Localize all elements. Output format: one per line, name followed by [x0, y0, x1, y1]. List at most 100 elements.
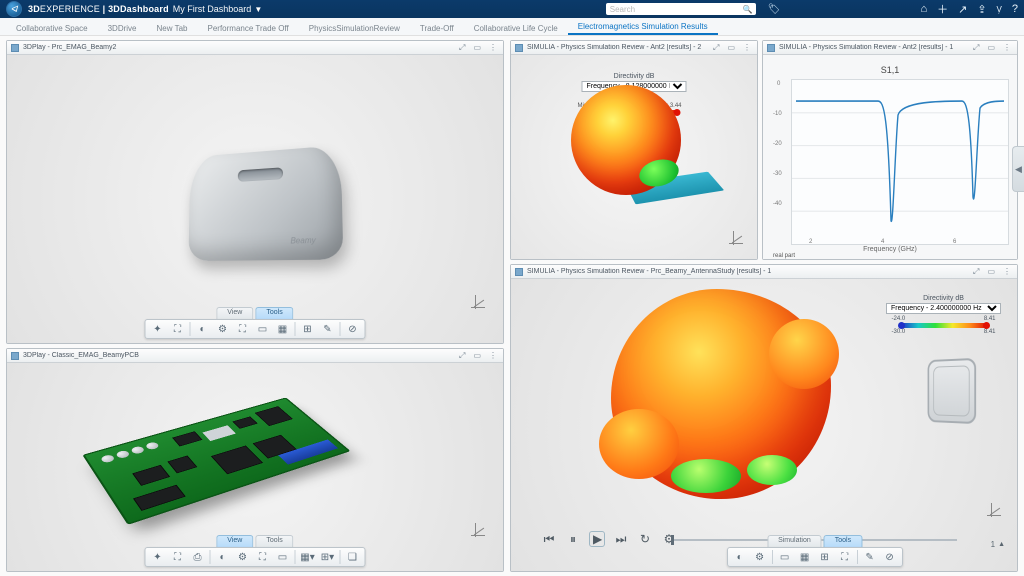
play-icon[interactable]: ▶ — [589, 531, 605, 547]
tool-btn[interactable]: ◐ — [195, 321, 211, 337]
minitab-tools[interactable]: Tools — [255, 535, 293, 547]
tool-btn[interactable]: ❏ — [345, 549, 361, 565]
plot-area[interactable]: S1,1 S-Parameters (dB) 0 -10 -20 -30 -40… — [763, 55, 1017, 259]
skip-fwd-icon[interactable]: ⏭ — [613, 532, 629, 547]
panel-title: 3DPlay - Classic_EMAG_BeamyPCB — [23, 352, 453, 359]
tab-emag-results[interactable]: Electromagnetics Simulation Results — [568, 19, 718, 35]
tag-icon[interactable]: 🏷 — [768, 4, 781, 15]
expand-icon[interactable]: ⤢ — [457, 351, 467, 361]
tool-btn[interactable]: ⛶ — [235, 321, 251, 337]
expand-icon[interactable]: ⤢ — [971, 43, 981, 53]
tool-btn[interactable]: ✎ — [862, 549, 878, 565]
menu-icon[interactable]: ⋮ — [1001, 43, 1013, 52]
panel-header: SIMULIA - Physics Simulation Review - An… — [511, 41, 757, 55]
viewport-3d[interactable]: Beamy View Tools ✦ ⛶ ◐ ⚙ ⛶ ▭ ▦ ⊞ ✎ — [7, 55, 503, 343]
menu-icon[interactable]: ⋮ — [487, 351, 499, 360]
tool-btn[interactable]: ⊞▾ — [320, 549, 336, 565]
tool-btn[interactable]: ⊘ — [345, 321, 361, 337]
result-header: Directivity dB Frequency - 2.400000000 H… — [886, 295, 1001, 335]
panel-header: SIMULIA - Physics Simulation Review - Pr… — [511, 265, 1017, 279]
tab-physics-review[interactable]: PhysicsSimulationReview — [299, 21, 410, 35]
tool-btn[interactable]: ▭ — [255, 321, 271, 337]
share-icon[interactable]: ↗ — [958, 3, 967, 16]
tab-collab-space[interactable]: Collaborative Space — [6, 21, 98, 35]
tool-btn[interactable]: ⎙ — [190, 549, 206, 565]
device-model: Beamy — [182, 150, 342, 270]
tab-new[interactable]: New Tab — [147, 21, 198, 35]
search-input[interactable]: Search 🔍 — [606, 3, 756, 15]
viewport-3d[interactable]: View Tools ✦ ⛶ ⎙ ◐ ⚙ ⛶ ▭ ▦▾ ⊞▾ ❏ — [7, 363, 503, 571]
tool-btn[interactable]: ⛶ — [170, 321, 186, 337]
pcb-model — [82, 397, 350, 524]
menu-icon[interactable]: ⋮ — [1001, 267, 1013, 276]
frame-up-icon[interactable]: ▲ — [998, 541, 1005, 548]
mini-tabs: View Tools — [215, 535, 294, 547]
panel-title: SIMULIA - Physics Simulation Review - Pr… — [527, 268, 967, 275]
help-icon[interactable]: ? — [1012, 3, 1018, 15]
minitab-view[interactable]: View — [216, 535, 253, 547]
expand-icon[interactable]: ⤢ — [971, 267, 981, 277]
tool-btn[interactable]: ⚙ — [752, 549, 768, 565]
tool-btn[interactable]: ⊘ — [882, 549, 898, 565]
tool-btn[interactable]: ✦ — [150, 321, 166, 337]
pause-icon[interactable]: ⏸ — [565, 532, 581, 547]
panel-header: 3DPlay - Classic_EMAG_BeamyPCB ⤢ ▭ ⋮ — [7, 349, 503, 363]
tool-btn[interactable]: ▦▾ — [300, 549, 316, 565]
axis-triad-icon[interactable] — [985, 501, 1005, 521]
tool-btn[interactable]: ✎ — [320, 321, 336, 337]
panel-toolbar: ✦ ⛶ ⎙ ◐ ⚙ ⛶ ▭ ▦▾ ⊞▾ ❏ — [145, 547, 366, 567]
vr-icon[interactable]: V᷊ — [997, 5, 1002, 14]
maximize-icon[interactable]: ▭ — [471, 43, 483, 52]
maximize-icon[interactable]: ▭ — [985, 267, 997, 276]
chevron-down-icon[interactable]: ▼ — [254, 5, 262, 14]
maximize-icon[interactable]: ▭ — [725, 43, 737, 52]
dashboard-tabs: Collaborative Space 3DDrive New Tab Perf… — [0, 18, 1024, 36]
tab-collab-lifecycle[interactable]: Collaborative Life Cycle — [464, 21, 568, 35]
skip-back-icon[interactable]: ⏮ — [541, 532, 557, 547]
tool-btn[interactable]: ▦ — [797, 549, 813, 565]
minitab-simulation[interactable]: Simulation — [767, 535, 822, 547]
tool-btn[interactable]: ⛶ — [170, 549, 186, 565]
compass-icon[interactable]: ᐊ — [6, 1, 22, 17]
tool-btn[interactable]: ◐ — [215, 549, 231, 565]
add-icon[interactable]: ＋ — [937, 1, 948, 17]
minitab-tools[interactable]: Tools — [255, 307, 293, 319]
panel-toolbar: ✦ ⛶ ◐ ⚙ ⛶ ▭ ▦ ⊞ ✎ ⊘ — [145, 319, 366, 339]
minitab-view[interactable]: View — [216, 307, 253, 319]
tool-btn[interactable]: ⛶ — [255, 549, 271, 565]
tool-btn[interactable]: ✦ — [150, 549, 166, 565]
tool-btn[interactable]: ▭ — [275, 549, 291, 565]
viewport-3d[interactable]: Directivity dB Frequency - 2.400000000 H… — [511, 279, 1017, 571]
viewport-3d[interactable]: Directivity dB Frequency - 8.128000000 H… — [511, 55, 757, 259]
axis-triad-icon[interactable] — [469, 293, 489, 313]
menu-icon[interactable]: ⋮ — [487, 43, 499, 52]
home-icon[interactable]: ⌂ — [920, 3, 927, 15]
app-icon — [767, 44, 775, 52]
tab-tradeoff[interactable]: Trade-Off — [410, 21, 464, 35]
axis-triad-icon[interactable] — [727, 229, 747, 249]
dashboard-name[interactable]: My First Dashboard — [173, 4, 252, 14]
tool-btn[interactable]: ⚙ — [215, 321, 231, 337]
tab-perf-tradeoff[interactable]: Performance Trade Off — [198, 21, 299, 35]
tool-btn[interactable]: ◐ — [732, 549, 748, 565]
tool-btn[interactable]: ▦ — [275, 321, 291, 337]
maximize-icon[interactable]: ▭ — [471, 351, 483, 360]
tool-btn[interactable]: ⛶ — [837, 549, 853, 565]
search-icon[interactable]: 🔍 — [743, 5, 753, 14]
tool-btn[interactable]: ▭ — [777, 549, 793, 565]
expand-icon[interactable]: ⤢ — [711, 43, 721, 53]
tool-btn[interactable]: ⚙ — [235, 549, 251, 565]
expand-icon[interactable]: ⤢ — [457, 43, 467, 53]
menu-icon[interactable]: ⋮ — [741, 43, 753, 52]
cloud-icon[interactable]: ⇪ — [977, 3, 986, 16]
minitab-tools[interactable]: Tools — [824, 535, 862, 547]
tool-btn[interactable]: ⊞ — [300, 321, 316, 337]
maximize-icon[interactable]: ▭ — [985, 43, 997, 52]
side-panel-toggle[interactable]: ◀ — [1012, 146, 1024, 192]
tool-btn[interactable]: ⊞ — [817, 549, 833, 565]
dashboard-grid: 3DPlay - Prc_EMAG_Beamy2 ⤢ ▭ ⋮ Beamy Vie… — [0, 36, 1024, 576]
axis-triad-icon[interactable] — [469, 521, 489, 541]
tab-3ddrive[interactable]: 3DDrive — [98, 21, 147, 35]
frequency-select[interactable]: Frequency - 2.400000000 Hz — [886, 303, 1001, 314]
loop-icon[interactable]: ↻ — [637, 532, 653, 546]
